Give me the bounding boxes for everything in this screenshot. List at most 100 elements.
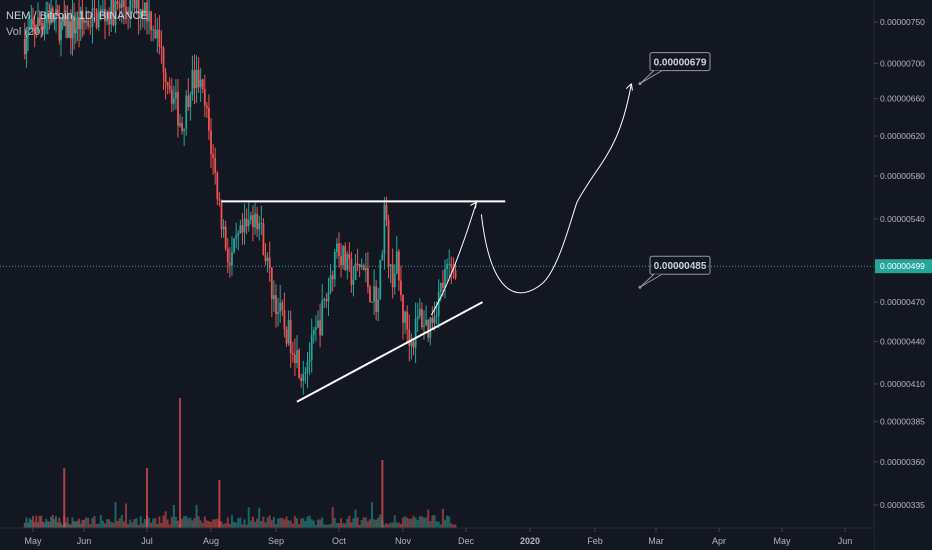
candle — [43, 13, 46, 41]
candle — [423, 310, 425, 340]
volume-bar — [51, 515, 54, 528]
volume-bar — [441, 508, 444, 528]
volume-bar — [323, 524, 326, 528]
candle — [425, 305, 427, 326]
x-tick-label: Oct — [332, 536, 347, 546]
volume-bar — [254, 521, 257, 528]
volume-bar — [375, 519, 378, 528]
volume-bar — [58, 517, 61, 528]
volume-bar — [444, 519, 446, 528]
volume-bar — [214, 519, 217, 528]
candle — [327, 277, 330, 317]
volume-bar — [41, 521, 44, 528]
volume-bar — [110, 521, 113, 528]
candle — [241, 212, 244, 245]
candle — [222, 219, 225, 238]
volume-bar — [412, 515, 415, 528]
volume-bar — [298, 524, 301, 528]
candle — [304, 367, 307, 384]
candle — [404, 310, 406, 334]
volume-bar — [402, 517, 404, 528]
volume-bar — [364, 517, 367, 528]
candle — [177, 78, 179, 138]
x-tick-label: Apr — [712, 536, 726, 546]
candle — [193, 54, 196, 105]
candle — [289, 310, 292, 368]
candle — [323, 297, 326, 308]
candle — [331, 270, 334, 292]
candle — [408, 314, 411, 362]
volume-bar — [325, 524, 328, 528]
candle — [102, 0, 104, 17]
candle — [287, 310, 290, 346]
candle — [95, 8, 98, 30]
volume-bar — [450, 523, 453, 528]
candle — [375, 279, 378, 321]
volume-bar — [275, 524, 277, 528]
arrowhead — [626, 83, 633, 91]
candle — [216, 170, 219, 206]
volume-bar — [235, 522, 238, 528]
volume-bars — [23, 398, 457, 528]
x-tick-label: Jun — [838, 536, 853, 546]
candle — [226, 237, 229, 274]
candle — [354, 254, 357, 281]
volume-bar — [362, 517, 365, 528]
volume-bar — [410, 518, 413, 528]
candle — [183, 128, 186, 147]
y-tick-label: 0.00000410 — [880, 379, 925, 389]
volume-bar — [360, 520, 363, 528]
volume-bar — [399, 523, 402, 528]
volume-bar — [452, 524, 455, 528]
candle — [40, 16, 43, 38]
volume-bar — [168, 524, 171, 528]
candle — [195, 55, 198, 103]
volume-bar — [129, 519, 132, 528]
candle — [41, 17, 44, 35]
volume-bar — [108, 519, 111, 528]
volume-bar — [183, 516, 186, 528]
candle — [179, 114, 181, 128]
volume-bar — [317, 519, 319, 528]
volume-bar — [431, 515, 434, 528]
candle — [27, 18, 29, 52]
volume-bar — [230, 515, 233, 528]
volume-bar — [291, 523, 294, 528]
volume-bar — [358, 524, 361, 528]
volume-bar — [420, 516, 423, 528]
y-tick-label: 0.00000470 — [880, 297, 925, 307]
volume-bar — [344, 523, 347, 528]
candle — [393, 264, 396, 295]
y-tick-label: 0.00000440 — [880, 337, 925, 347]
volume-bar — [79, 523, 82, 528]
candle — [170, 78, 173, 113]
volume-bar — [146, 468, 148, 528]
candle — [46, 1, 49, 35]
candle — [210, 118, 212, 169]
volume-bar — [348, 515, 351, 528]
candle — [33, 18, 36, 48]
volume-bar — [281, 518, 284, 528]
candle — [279, 284, 282, 323]
candle — [93, 0, 96, 23]
candle — [214, 147, 217, 185]
volume-bar — [71, 517, 74, 528]
volume-bar — [346, 518, 349, 528]
breakout-curve — [576, 83, 632, 202]
volume-bar — [389, 522, 392, 528]
candle — [185, 89, 188, 136]
volume-bar — [99, 515, 102, 528]
x-tick-label: Jul — [141, 536, 153, 546]
y-tick-label: 0.00000335 — [880, 500, 925, 510]
volume-bar — [89, 524, 92, 528]
candle — [28, 14, 31, 31]
candle — [373, 269, 375, 316]
volume-bar — [150, 522, 153, 528]
volume-bar — [127, 523, 130, 528]
candle — [237, 229, 240, 251]
candle — [152, 25, 155, 42]
volume-bar — [340, 518, 343, 528]
volume-bar — [53, 519, 56, 528]
volume-bar — [203, 516, 206, 528]
